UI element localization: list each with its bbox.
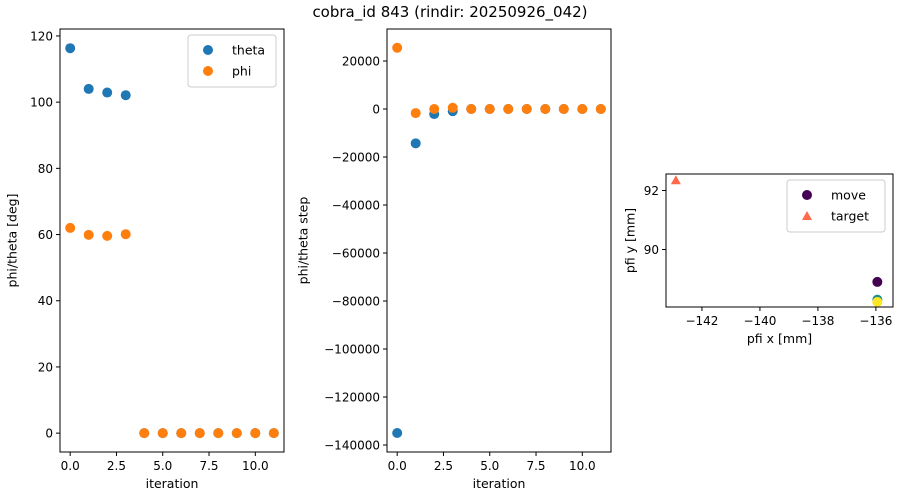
legend-marker-phi [203, 66, 213, 76]
point-theta [65, 43, 76, 54]
point-phi [558, 103, 569, 114]
x-axis-label: pfi x [mm] [747, 331, 812, 346]
x-tick-label: −138 [801, 314, 834, 328]
point-phi [231, 428, 242, 439]
point-phi [429, 103, 440, 114]
point-phi [521, 103, 532, 114]
x-tick-label: 5.0 [153, 459, 172, 473]
y-tick-label: 20 [38, 360, 53, 374]
y-axis-label: pfi y [mm] [622, 208, 637, 273]
point-phi [540, 103, 551, 114]
legend-marker-move [802, 190, 812, 200]
legend: theta phi [187, 34, 277, 88]
x-axis-label: iteration [146, 476, 199, 491]
y-tick-label: −60000 [332, 246, 380, 260]
point-phi [466, 103, 477, 114]
point-phi [120, 229, 131, 240]
point-phi [65, 222, 76, 233]
axes-frame [386, 28, 612, 453]
point-phi [157, 428, 168, 439]
x-tick-label: 0.0 [61, 459, 80, 473]
y-tick-label: −40000 [332, 198, 380, 212]
y-tick-label: −120000 [324, 390, 380, 404]
legend-label-move: move [831, 188, 866, 203]
point-phi [577, 103, 588, 114]
y-axis-label: phi/theta step [295, 197, 310, 285]
x-tick-label: 2.5 [107, 459, 126, 473]
x-tick-label: 2.5 [434, 459, 453, 473]
point-phi [213, 428, 224, 439]
y-tick-label: 100 [30, 96, 53, 110]
y-tick-label: −100000 [324, 342, 380, 356]
x-axis-label: iteration [473, 476, 526, 491]
point-theta [102, 87, 113, 98]
point-target [670, 175, 681, 185]
point-phi [250, 428, 261, 439]
y-tick-label: 0 [372, 102, 380, 116]
point-phi [83, 229, 94, 240]
point-phi [503, 103, 514, 114]
legend-marker-theta [203, 45, 213, 55]
point-theta [83, 83, 94, 94]
legend: move target [786, 179, 886, 233]
point-theta [392, 427, 403, 438]
y-tick-label: 120 [30, 29, 53, 43]
point-phi [595, 103, 606, 114]
point-phi [392, 42, 403, 53]
point-phi [194, 428, 205, 439]
x-tick-label: 5.0 [480, 459, 499, 473]
x-tick-label: 0.0 [388, 459, 407, 473]
x-tick-label: −136 [859, 314, 892, 328]
point-theta [120, 90, 131, 101]
x-tick-label: 10.0 [242, 459, 269, 473]
point-phi [484, 103, 495, 114]
legend-label-theta: theta [232, 43, 265, 58]
y-axis-label: phi/theta [deg] [4, 194, 19, 288]
point-move [872, 276, 883, 287]
y-tick-label: 92 [644, 184, 659, 198]
point-phi [447, 102, 458, 113]
y-tick-label: 0 [45, 427, 53, 441]
point-theta [410, 138, 421, 149]
axes-frame [665, 173, 894, 308]
x-tick-label: 10.0 [569, 459, 596, 473]
y-tick-label: 40 [38, 294, 53, 308]
x-tick-label: −140 [743, 314, 776, 328]
legend-label-target: target [831, 209, 869, 224]
y-tick-label: −140000 [324, 438, 380, 452]
point-move [872, 296, 883, 307]
subplot-2: 0.0 2.5 5.0 7.5 10.0 20000 0 −20000 −40000 −60000… [295, 28, 612, 491]
y-tick-label: 90 [644, 243, 659, 257]
y-tick-label: 20000 [342, 54, 380, 68]
y-tick-label: 60 [38, 228, 53, 242]
point-phi [410, 108, 421, 119]
point-phi [176, 428, 187, 439]
y-tick-label: −80000 [332, 294, 380, 308]
x-tick-label: 7.5 [199, 459, 218, 473]
y-tick-label: 80 [38, 162, 53, 176]
legend-marker-target [802, 211, 812, 220]
axes-frame [59, 28, 285, 453]
y-tick-label: −20000 [332, 150, 380, 164]
point-phi [102, 230, 113, 241]
legend-label-phi: phi [232, 64, 251, 79]
subplot-3: −142 −140 −138 −136 90 92 pfi x [mm] pfi y [mm]… [622, 173, 894, 346]
point-phi [139, 428, 150, 439]
x-tick-label: −142 [685, 314, 718, 328]
figure-title: cobra_id 843 (rindir: 20250926_042) [312, 3, 587, 22]
subplot-1: 0.0 2.5 5.0 7.5 10.0 0 20 40 60 80 100 120 iteration… [4, 28, 285, 491]
x-tick-label: 7.5 [526, 459, 545, 473]
point-phi [268, 428, 279, 439]
